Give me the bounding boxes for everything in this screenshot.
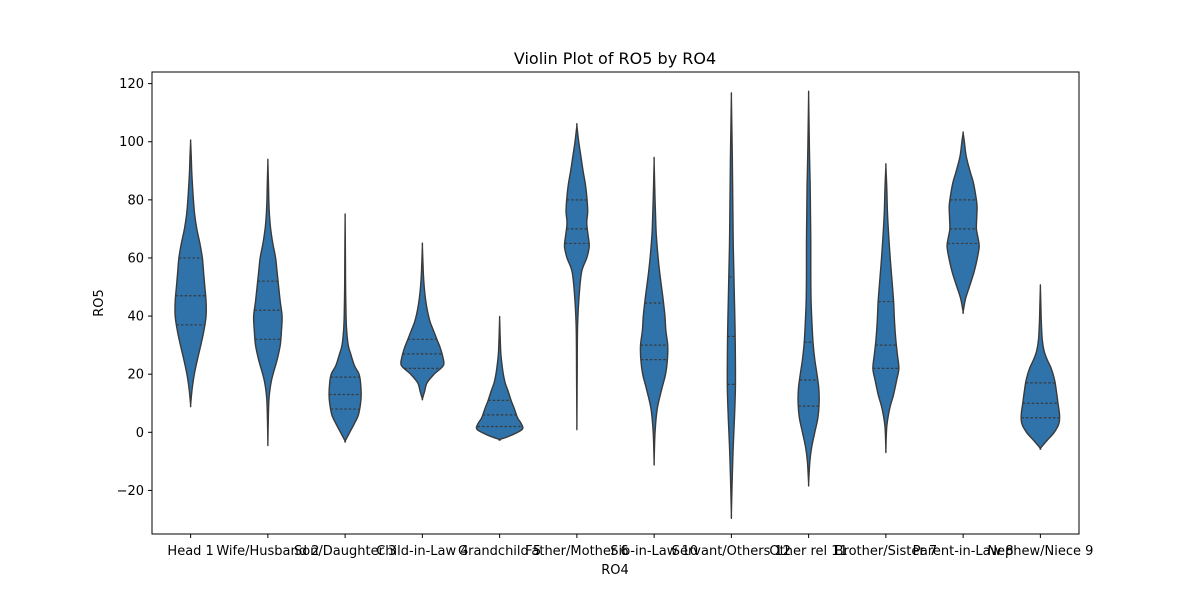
violin-body [639,156,669,466]
y-tick-label: 120 [119,77,144,92]
x-tick-label: Brother/Sister 7 [835,544,937,559]
x-tick-label: Wife/Husband 2 [216,544,319,559]
x-tick-label: Other rel 11 [769,544,847,559]
x-tick-label: Child-in-Law 4 [376,544,468,559]
y-tick-label: 40 [127,310,144,325]
y-tick-label: 60 [127,251,144,266]
y-tick-label: −20 [117,484,144,499]
violin-body [328,213,362,443]
x-axis-label: RO4 [601,563,629,578]
x-tick-label: Grandchild 5 [458,544,541,559]
violin-body [174,139,207,408]
violin-body [252,158,283,447]
violins-layer [174,90,1061,520]
x-tick-label: Nephew/Niece 9 [987,544,1093,559]
chart-title: Violin Plot of RO5 by RO4 [514,49,716,68]
y-axis-label: RO5 [92,289,107,317]
x-tick-label: Sib-in-Law 10 [610,544,698,559]
x-tick-label: Son/Daughter 3 [294,544,396,559]
violin-body [726,92,737,520]
violin-body [797,90,820,487]
violin-body [946,131,980,315]
x-tick-label: Parent-in-Law 8 [913,544,1014,559]
violin-body [563,123,590,431]
y-tick-label: 20 [127,368,144,383]
y-axis-ticks: −20 0 20 40 60 80 100 120 [117,77,152,499]
x-tick-label: Father/Mother 6 [525,544,629,559]
y-tick-label: 0 [136,426,144,441]
x-tick-label: Head 1 [167,544,213,559]
violin-body [1020,284,1061,450]
x-tick-label: Servant/Others 12 [672,544,791,559]
plot-frame [151,71,1080,535]
y-tick-label: 80 [127,193,144,208]
violin-body [400,242,445,401]
violin-body [475,315,524,441]
y-tick-label: 100 [119,135,144,150]
violin-body [872,163,900,454]
